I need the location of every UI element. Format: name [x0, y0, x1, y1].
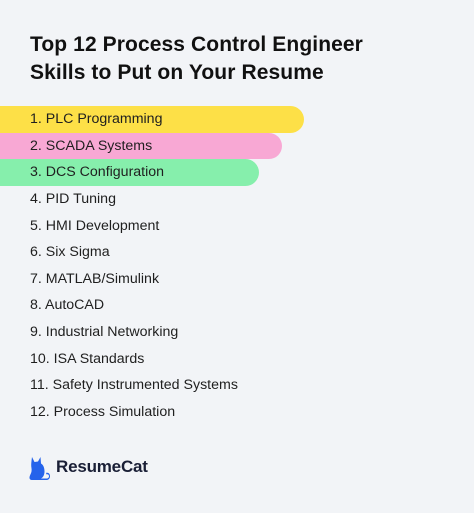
skill-item-12: 12. Process Simulation — [30, 403, 176, 420]
skills-list: 1. PLC Programming 2. SCADA Systems 3. D… — [0, 106, 474, 425]
skill-item-7: 7. MATLAB/Simulink — [30, 270, 160, 287]
title-line-2: Skills to Put on Your Resume — [30, 61, 324, 84]
page-title: Top 12 Process Control Engineer Skills t… — [30, 31, 450, 87]
skill-item-10: 10. ISA Standards — [30, 350, 145, 367]
skill-item-1: 1. PLC Programming — [0, 106, 304, 133]
brand-name: ResumeCat — [56, 457, 148, 476]
skill-item-2: 2. SCADA Systems — [0, 132, 282, 160]
title-line-1: Top 12 Process Control Engineer — [30, 33, 363, 56]
skill-item-4: 4. PID Tuning — [30, 191, 116, 208]
brand-logo: ResumeCat — [28, 453, 148, 481]
skill-item-3: 3. DCS Configuration — [0, 159, 259, 186]
cat-icon — [28, 453, 50, 481]
skill-item-9: 9. Industrial Networking — [30, 324, 179, 341]
skill-item-6: 6. Six Sigma — [30, 244, 110, 261]
skill-item-11: 11. Safety Instrumented Systems — [30, 377, 238, 394]
skill-item-8: 8. AutoCAD — [30, 297, 105, 314]
skill-item-5: 5. HMI Development — [30, 217, 160, 234]
